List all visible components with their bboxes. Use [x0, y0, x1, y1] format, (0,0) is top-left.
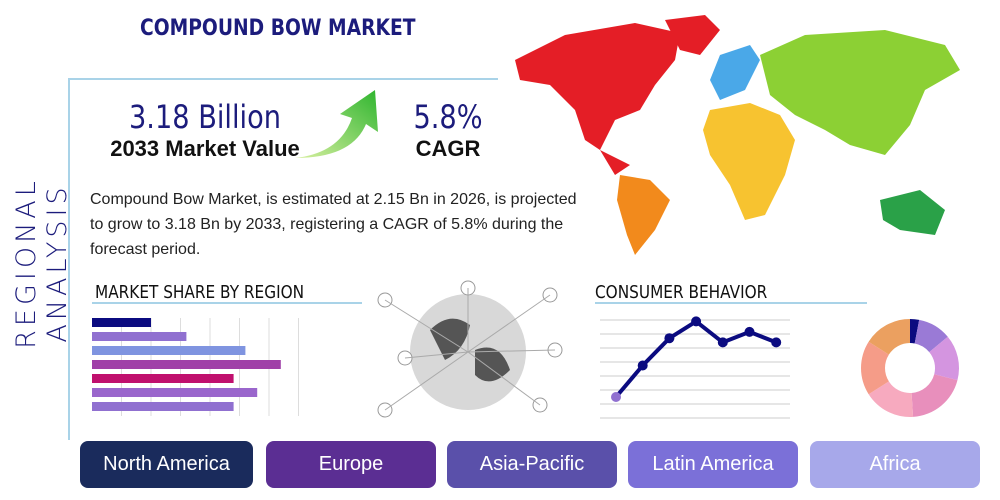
- region-button-north-america[interactable]: North America: [80, 441, 253, 488]
- donut-slice: [914, 319, 948, 353]
- content-frame: [68, 78, 498, 440]
- donut-slice: [911, 374, 958, 417]
- map-south-america: [617, 175, 670, 255]
- consumer-line-chart: [600, 316, 790, 419]
- line-point: [691, 316, 702, 327]
- donut-slice: [861, 341, 889, 395]
- page-title: COMPOUND BOW MARKET: [140, 16, 416, 41]
- bar: [92, 374, 234, 383]
- side-title: REGIONAL ANALYSIS: [11, 177, 73, 349]
- divider: [92, 302, 362, 304]
- map-north-america: [515, 23, 680, 150]
- description: Compound Bow Market, is estimated at 2.1…: [90, 191, 577, 258]
- consumer-donut-chart: [861, 319, 959, 417]
- market-value-label: 2033 Market Value: [110, 136, 300, 161]
- globe-network-icon: [377, 280, 563, 418]
- bar: [92, 388, 258, 397]
- line-point: [611, 392, 621, 402]
- market-share-chart: [92, 318, 299, 416]
- cagr-value: 5.8%: [413, 98, 483, 136]
- region-button-africa[interactable]: Africa: [810, 441, 980, 488]
- bar: [92, 402, 234, 411]
- line-point: [717, 337, 728, 348]
- region-button-latin-america[interactable]: Latin America: [628, 441, 798, 488]
- market-value-block: 3.18 Billion 2033 Market Value: [100, 98, 310, 162]
- growth-arrow-icon: [295, 90, 378, 158]
- map-australia: [880, 190, 945, 235]
- bar: [92, 332, 187, 341]
- region-button-europe[interactable]: Europe: [266, 441, 436, 488]
- line-point: [744, 326, 755, 337]
- bar: [92, 360, 281, 369]
- divider: [595, 302, 867, 304]
- donut-slice: [868, 381, 914, 417]
- line-point: [637, 360, 648, 371]
- cagr-block: 5.8% CAGR: [398, 98, 498, 162]
- donut-slice: [929, 336, 959, 381]
- map-europe: [710, 45, 760, 100]
- region-button-asia-pacific[interactable]: Asia-Pacific: [447, 441, 617, 488]
- market-share-heading: MARKET SHARE BY REGION: [95, 282, 305, 303]
- donut-slice: [910, 319, 920, 344]
- world-map: [515, 15, 960, 255]
- map-africa: [703, 103, 795, 220]
- cagr-label: CAGR: [415, 136, 481, 161]
- line-point: [771, 337, 782, 348]
- map-asia: [760, 30, 960, 155]
- consumer-behavior-heading: CONSUMER BEHAVIOR: [595, 282, 768, 303]
- bar: [92, 346, 246, 355]
- market-value: 3.18 Billion: [129, 98, 281, 136]
- bar: [92, 318, 151, 327]
- line-point: [664, 333, 675, 344]
- donut-slice: [868, 319, 910, 355]
